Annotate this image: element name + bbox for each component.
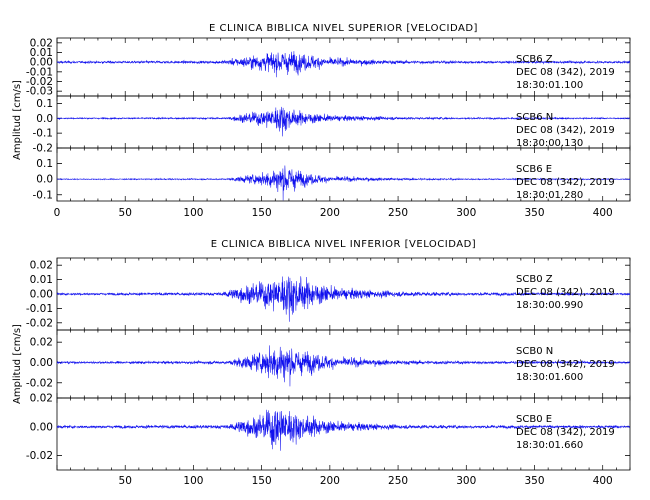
x-tick-label: 100 (183, 475, 203, 487)
y-tick-label: 0.00 (30, 357, 53, 369)
station-label: SCB0 Z (516, 274, 553, 285)
x-tick-label: 250 (388, 207, 408, 219)
y-tick-label: 0.02 (30, 337, 53, 349)
y-tick-label: 0.1 (36, 98, 53, 110)
y-axis-label: Amplitud [cm/s] (12, 324, 23, 404)
x-tick-label: 50 (119, 207, 132, 219)
y-tick-label: -0.02 (26, 76, 53, 88)
chart-title: E CLINICA BIBLICA NIVEL SUPERIOR [VELOCI… (209, 23, 478, 34)
x-tick-label: 150 (252, 207, 272, 219)
chart-title: E CLINICA BIBLICA NIVEL INFERIOR [VELOCI… (211, 239, 476, 250)
y-tick-label: 0.0 (36, 174, 53, 186)
y-tick-label: -0.03 (26, 86, 53, 98)
x-tick-label: 300 (456, 475, 476, 487)
y-tick-label: -0.1 (33, 128, 54, 140)
waveform-trace (56, 51, 631, 78)
y-tick-label: 0.0 (36, 113, 53, 125)
station-label: 18:30:00.130 (516, 138, 583, 149)
station-label: DEC 08 (342), 2019 (516, 359, 615, 370)
y-tick-label: -0.02 (26, 377, 53, 389)
y-tick-label: -0.02 (26, 317, 53, 329)
x-tick-label: 200 (320, 207, 340, 219)
station-label: SCB6 Z (516, 54, 553, 65)
waveform-trace (56, 409, 631, 451)
y-tick-label: -0.01 (26, 66, 53, 78)
x-tick-label: 100 (183, 207, 203, 219)
x-tick-label: 0 (54, 207, 61, 219)
y-tick-label: 0.02 (30, 393, 53, 405)
station-label: DEC 08 (342), 2019 (516, 427, 615, 438)
y-tick-label: 0.00 (30, 57, 53, 69)
station-label: SCB0 N (516, 346, 553, 357)
waveform-trace (56, 345, 631, 387)
x-tick-label: 150 (252, 475, 272, 487)
station-label: DEC 08 (342), 2019 (516, 125, 615, 136)
station-label: SCB0 E (516, 414, 552, 425)
y-tick-label: -0.01 (26, 303, 53, 315)
station-label: 18:30:01.600 (516, 372, 583, 383)
station-label: DEC 08 (342), 2019 (516, 287, 615, 298)
x-tick-label: 400 (593, 475, 613, 487)
waveform-trace (56, 276, 631, 322)
y-tick-label: 0.00 (30, 421, 53, 433)
station-label: 18:30:01.100 (516, 80, 583, 91)
station-label: 18:30:01.280 (516, 190, 583, 201)
waveform-trace (56, 165, 631, 201)
y-tick-label: 0.00 (30, 289, 53, 301)
y-tick-label: -0.1 (33, 189, 54, 201)
station-label: 18:30:01.660 (516, 440, 583, 451)
y-tick-label: 0.02 (30, 37, 53, 49)
y-tick-label: 0.1 (36, 158, 53, 170)
y-tick-label: -0.02 (26, 450, 53, 462)
y-tick-label: 0.01 (30, 47, 53, 59)
x-tick-label: 50 (119, 475, 132, 487)
y-tick-label: -0.2 (33, 143, 54, 155)
x-tick-label: 200 (320, 475, 340, 487)
x-tick-label: 250 (388, 475, 408, 487)
station-label: DEC 08 (342), 2019 (516, 177, 615, 188)
x-tick-label: 350 (524, 207, 544, 219)
x-tick-label: 350 (524, 475, 544, 487)
station-label: 18:30:00.990 (516, 300, 583, 311)
station-label: SCB6 E (516, 164, 552, 175)
station-label: DEC 08 (342), 2019 (516, 67, 615, 78)
x-tick-label: 300 (456, 207, 476, 219)
y-axis-label: Amplitud [cm/s] (12, 80, 23, 160)
y-tick-label: 0.02 (30, 260, 53, 272)
station-label: SCB6 N (516, 112, 553, 123)
x-tick-label: 400 (593, 207, 613, 219)
waveform-trace (56, 106, 631, 137)
y-tick-label: 0.01 (30, 274, 53, 286)
